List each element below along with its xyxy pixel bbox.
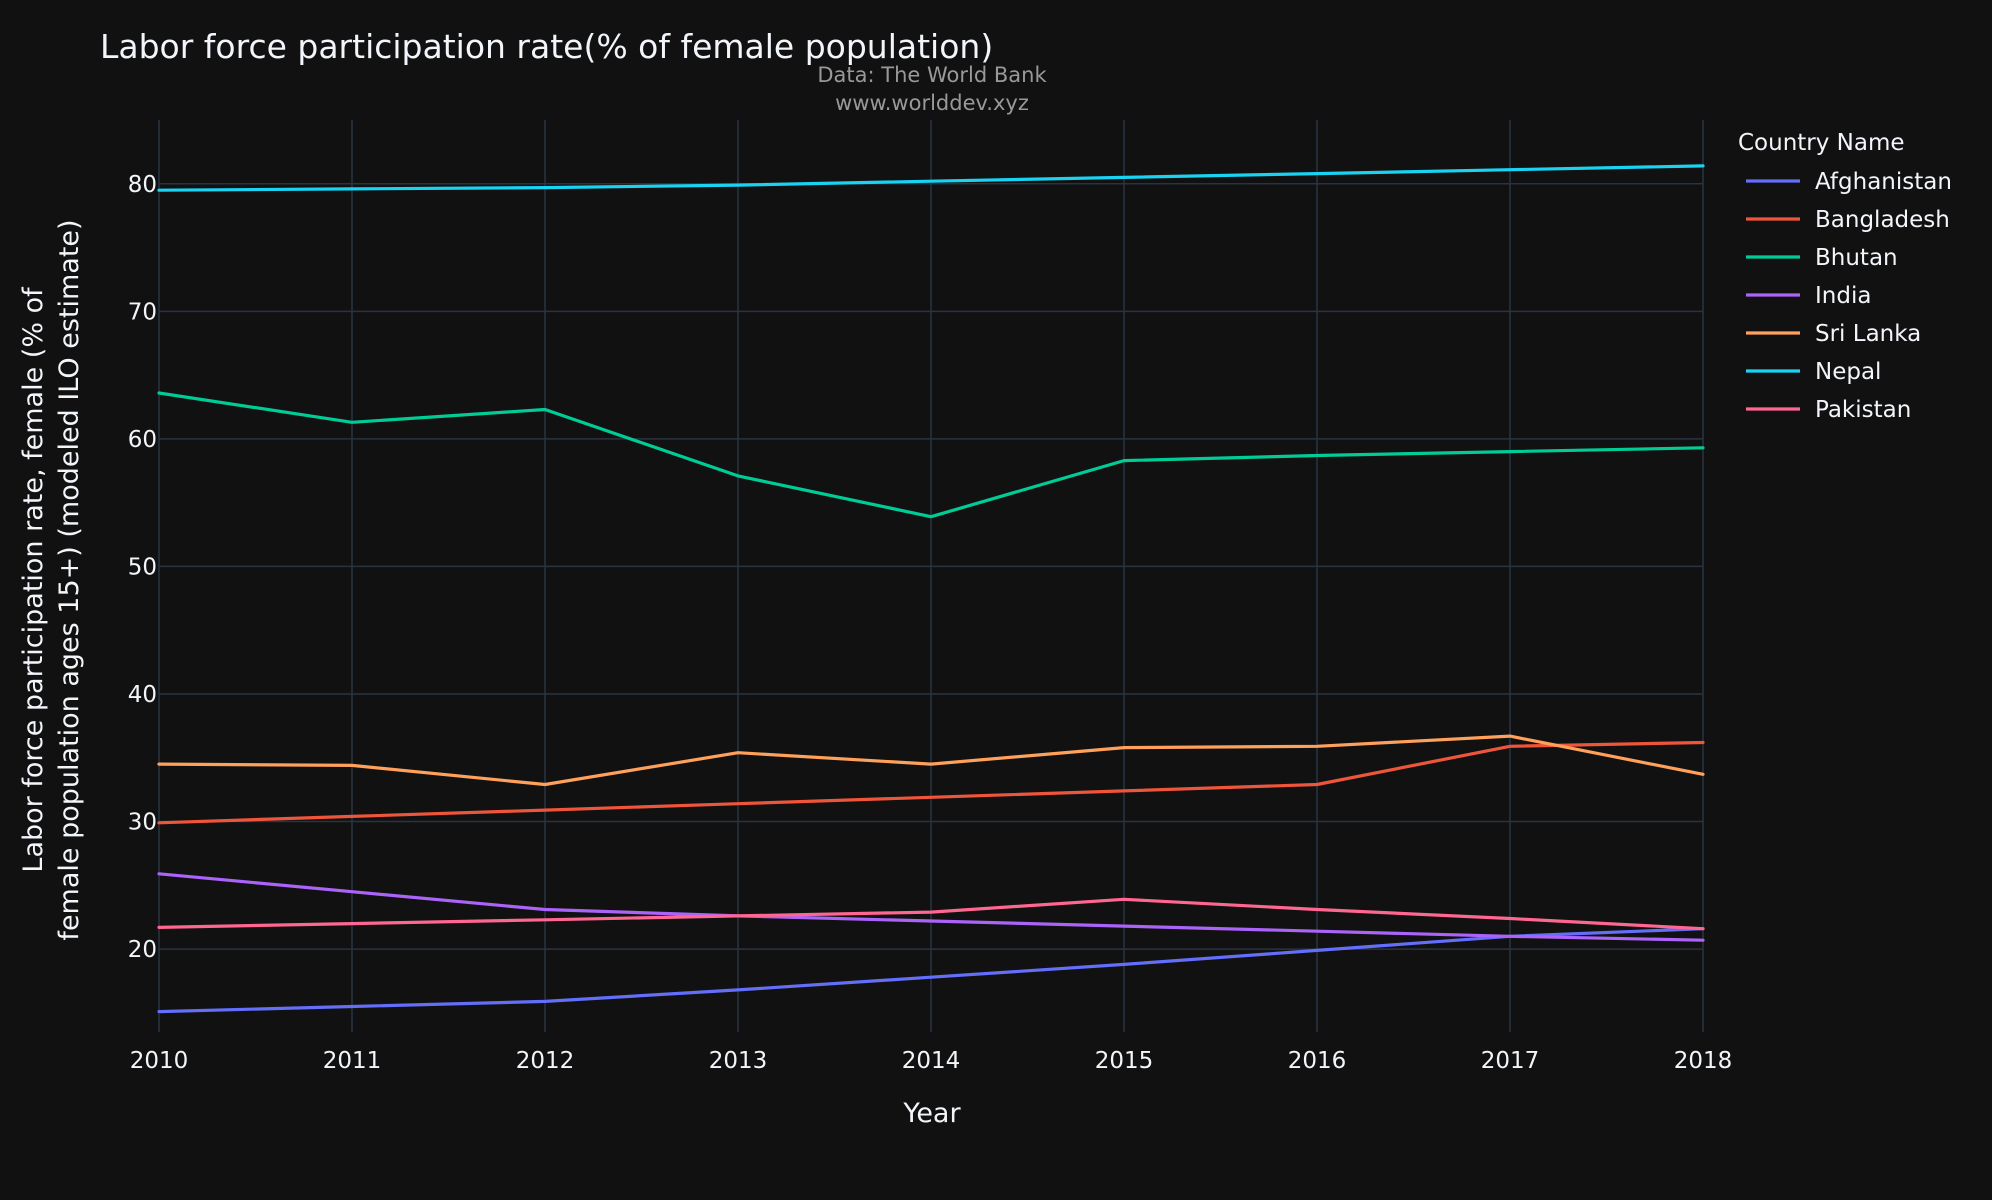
y-axis-title: Labor force participation rate, female (… [18, 219, 85, 940]
series-line-afghanistan [157, 927, 1705, 1014]
y-tick-label: 20 [128, 937, 157, 963]
legend-item-bhutan[interactable]: Bhutan [1746, 245, 1898, 271]
legend: Country Name Afghanistan Bangladesh Bhutan… [1738, 130, 1952, 423]
x-axis-title: Year [902, 1098, 961, 1129]
source-annotation-line2: www.worlddev.xyz [835, 91, 1029, 115]
y-tick-label: 70 [128, 299, 157, 325]
legend-label: India [1815, 283, 1871, 309]
legend-item-afghanistan[interactable]: Afghanistan [1746, 169, 1952, 195]
legend-item-pakistan[interactable]: Pakistan [1746, 397, 1911, 423]
legend-item-sri-lanka[interactable]: Sri Lanka [1746, 321, 1921, 347]
y-tick-label: 40 [128, 682, 157, 708]
y-tick-labels: 20 30 40 50 60 70 80 [128, 172, 157, 963]
x-tick-label: 2013 [709, 1048, 768, 1074]
series-line-sri-lanka [157, 734, 1705, 787]
series-layer [157, 164, 1705, 1014]
legend-item-nepal[interactable]: Nepal [1746, 359, 1881, 385]
legend-title: Country Name [1738, 130, 1905, 156]
y-axis-title-line2: female population ages 15+) (modeled ILO… [54, 219, 85, 940]
x-tick-labels: 2010 2011 2012 2013 2014 2015 2016 2017 2018 [130, 1048, 1733, 1074]
y-tick-label: 60 [128, 427, 157, 453]
x-tick-label: 2017 [1481, 1048, 1540, 1074]
legend-label: Sri Lanka [1815, 321, 1921, 347]
source-annotation-line1: Data: The World Bank [817, 63, 1047, 87]
legend-label: Afghanistan [1815, 169, 1952, 195]
legend-label: Bhutan [1815, 245, 1898, 271]
series-line-india [157, 872, 1705, 942]
legend-label: Pakistan [1815, 397, 1911, 423]
series-line-pakistan [157, 897, 1705, 931]
series-line-bhutan [157, 391, 1705, 519]
x-tick-label: 2015 [1095, 1048, 1154, 1074]
x-tick-label: 2014 [902, 1048, 961, 1074]
x-tick-label: 2011 [323, 1048, 382, 1074]
y-tick-label: 50 [128, 554, 157, 580]
y-tick-label: 30 [128, 810, 157, 836]
y-tick-label: 80 [128, 172, 157, 198]
x-tick-label: 2012 [516, 1048, 575, 1074]
x-tick-label: 2016 [1288, 1048, 1347, 1074]
chart-title: Labor force participation rate(% of fema… [100, 27, 993, 66]
legend-item-india[interactable]: India [1746, 283, 1871, 309]
legend-label: Bangladesh [1815, 207, 1950, 233]
legend-label: Nepal [1815, 359, 1881, 385]
series-line-bangladesh [157, 740, 1705, 825]
x-tick-label: 2018 [1674, 1048, 1733, 1074]
legend-item-bangladesh[interactable]: Bangladesh [1746, 207, 1950, 233]
legend-items: Afghanistan Bangladesh Bhutan India Sri Lank… [1746, 169, 1952, 423]
x-tick-label: 2010 [130, 1048, 189, 1074]
y-axis-title-line1: Labor force participation rate, female (… [18, 286, 49, 873]
grid-layer [158, 120, 1704, 1032]
series-line-nepal [157, 164, 1705, 192]
